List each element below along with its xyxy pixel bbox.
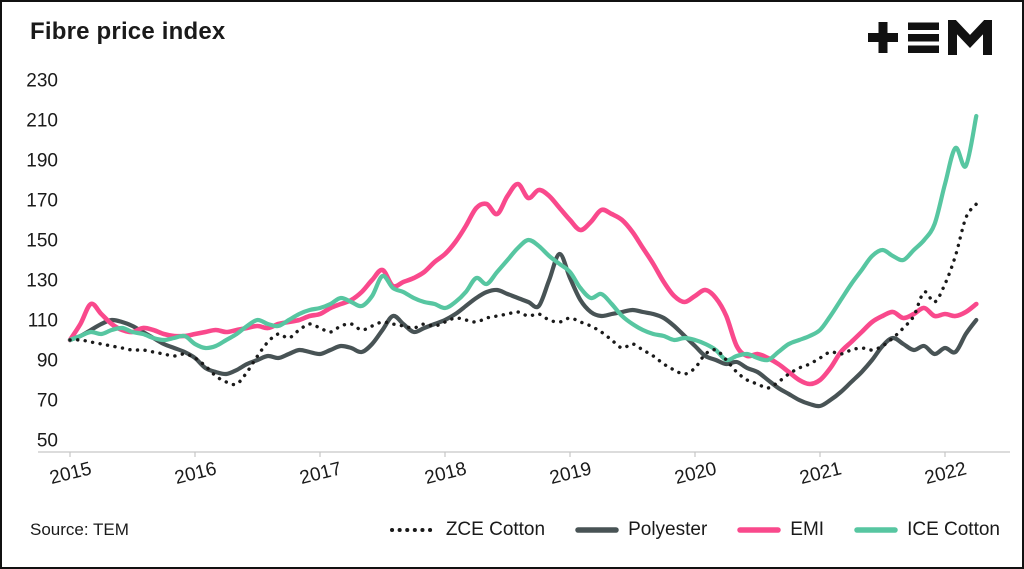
- legend-label: Polyester: [628, 519, 708, 540]
- y-tick-label: 130: [26, 271, 58, 292]
- footer: Source: TEM ZCE Cotton Polyester EMI ICE…: [30, 519, 1000, 541]
- legend-swatch-ice-cotton: [854, 527, 898, 533]
- y-tick-label: 170: [26, 191, 58, 212]
- y-tick-label: 190: [26, 151, 58, 172]
- x-tick-label: 2018: [423, 458, 469, 489]
- series-polyester: [67, 251, 979, 409]
- price-chart: 2015 2016 2017 2018 2019 2020 2021 2022 50 70 90 11…: [26, 71, 1010, 489]
- page-title: Fibre price index: [30, 18, 226, 45]
- y-tick-label: 70: [37, 391, 58, 412]
- header: Fibre price index: [2, 2, 1022, 61]
- legend-swatch-zce-cotton: [389, 528, 436, 532]
- y-tick-label: 50: [37, 431, 58, 452]
- x-tick-label: 2015: [48, 458, 94, 489]
- series-emi: [67, 181, 979, 387]
- legend-swatch-polyester: [575, 527, 619, 533]
- x-tick-label: 2020: [673, 458, 719, 489]
- y-tick-label: 230: [26, 71, 58, 92]
- x-tick-label: 2021: [798, 458, 844, 489]
- series-zce-cotton: [68, 202, 978, 390]
- x-tick-label: 2022: [923, 458, 969, 489]
- x-tick-label: 2019: [548, 458, 594, 489]
- x-tick-label: 2017: [298, 458, 344, 489]
- legend-swatch-emi: [737, 527, 782, 533]
- legend: ZCE Cotton Polyester EMI ICE Cotton: [389, 519, 1000, 541]
- y-tick-label: 210: [26, 111, 58, 132]
- y-tick-label: 110: [28, 311, 58, 332]
- legend-label: ZCE Cotton: [445, 519, 546, 540]
- legend-item-ice-cotton: ICE Cotton: [854, 519, 1000, 541]
- tem-logo-icon: [868, 11, 992, 55]
- series-ice-cotton: [67, 113, 979, 363]
- legend-label: EMI: [790, 519, 825, 540]
- legend-label: ICE Cotton: [907, 519, 1000, 540]
- tem-logo: [868, 11, 996, 61]
- y-tick-label: 150: [26, 231, 58, 252]
- y-tick-label: 90: [37, 351, 58, 372]
- legend-item-zce-cotton: ZCE Cotton: [389, 519, 545, 541]
- legend-item-polyester: Polyester: [575, 519, 707, 541]
- x-tick-label: 2016: [173, 458, 219, 489]
- source-label: Source: TEM: [30, 520, 129, 539]
- legend-item-emi: EMI: [737, 519, 824, 541]
